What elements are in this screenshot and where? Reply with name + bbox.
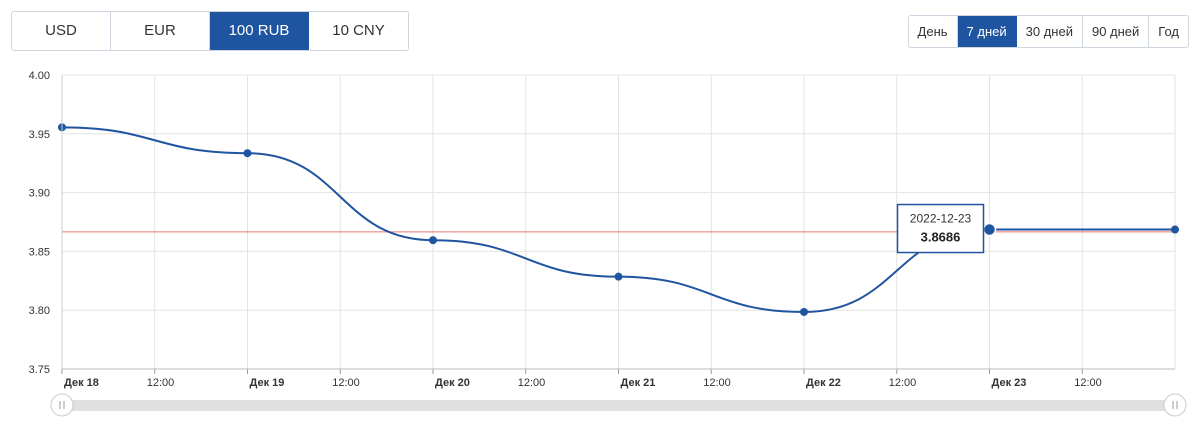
x-tick-label: Дек 23 xyxy=(992,377,1027,389)
period-90-days-button[interactable]: 90 дней xyxy=(1082,16,1150,47)
axes: 3.75 3.80 3.85 3.90 3.95 4.00 Дек 18 12:00 Дек 1… xyxy=(29,70,1175,389)
period-7-days-button[interactable]: 7 дней xyxy=(957,16,1017,47)
x-tick-label: 12:00 xyxy=(703,377,731,389)
tab-10-cny[interactable]: 10 CNY xyxy=(309,12,408,50)
range-scrollbar[interactable] xyxy=(62,400,1175,411)
tooltip-box xyxy=(896,203,985,254)
period-selector: День 7 дней 30 дней 90 дней Год xyxy=(907,15,1189,48)
y-tick-label: 3.75 xyxy=(29,364,50,376)
tooltip-date: 2022-12-23 xyxy=(910,212,972,226)
tab-100-rub[interactable]: 100 RUB xyxy=(210,12,309,50)
tab-eur[interactable]: EUR xyxy=(111,12,210,50)
x-tick-label: 12:00 xyxy=(332,377,360,389)
y-tick-label: 3.95 xyxy=(29,129,50,141)
range-handle-left[interactable] xyxy=(50,393,74,417)
data-point xyxy=(243,149,252,158)
x-tick-label: Дек 19 xyxy=(250,377,285,389)
grid xyxy=(61,74,1176,370)
range-navigator xyxy=(50,393,1187,417)
range-handle-right[interactable] xyxy=(1163,393,1187,417)
x-tick-label: 12:00 xyxy=(1074,377,1102,389)
x-tick-label: Дек 22 xyxy=(806,377,841,389)
x-tick-label: 12:00 xyxy=(147,377,175,389)
x-tick-label: 12:00 xyxy=(518,377,546,389)
y-tick-label: 3.80 xyxy=(29,305,50,317)
tab-usd[interactable]: USD xyxy=(12,12,111,50)
period-30-days-button[interactable]: 30 дней xyxy=(1016,16,1083,47)
y-tick-label: 3.85 xyxy=(29,246,50,258)
x-tick-label: Дек 21 xyxy=(621,377,656,389)
data-point xyxy=(1171,225,1179,234)
period-day-button[interactable]: День xyxy=(908,16,958,47)
x-tick-label: Дек 20 xyxy=(435,377,470,389)
currency-selector: USD EUR 100 RUB 10 CNY xyxy=(11,11,409,51)
data-point xyxy=(614,272,623,281)
period-year-button[interactable]: Год xyxy=(1149,16,1188,47)
x-tick-label: 12:00 xyxy=(889,377,917,389)
x-tick-label: Дек 18 xyxy=(64,377,99,389)
y-tick-label: 4.00 xyxy=(29,70,50,82)
data-point-highlighted xyxy=(982,222,997,237)
data-point xyxy=(429,236,437,245)
data-point xyxy=(800,307,808,316)
y-tick-label: 3.90 xyxy=(29,188,50,200)
tooltip-value: 3.8686 xyxy=(921,230,961,245)
tooltip: 2022-12-23 3.8686 xyxy=(896,203,985,254)
